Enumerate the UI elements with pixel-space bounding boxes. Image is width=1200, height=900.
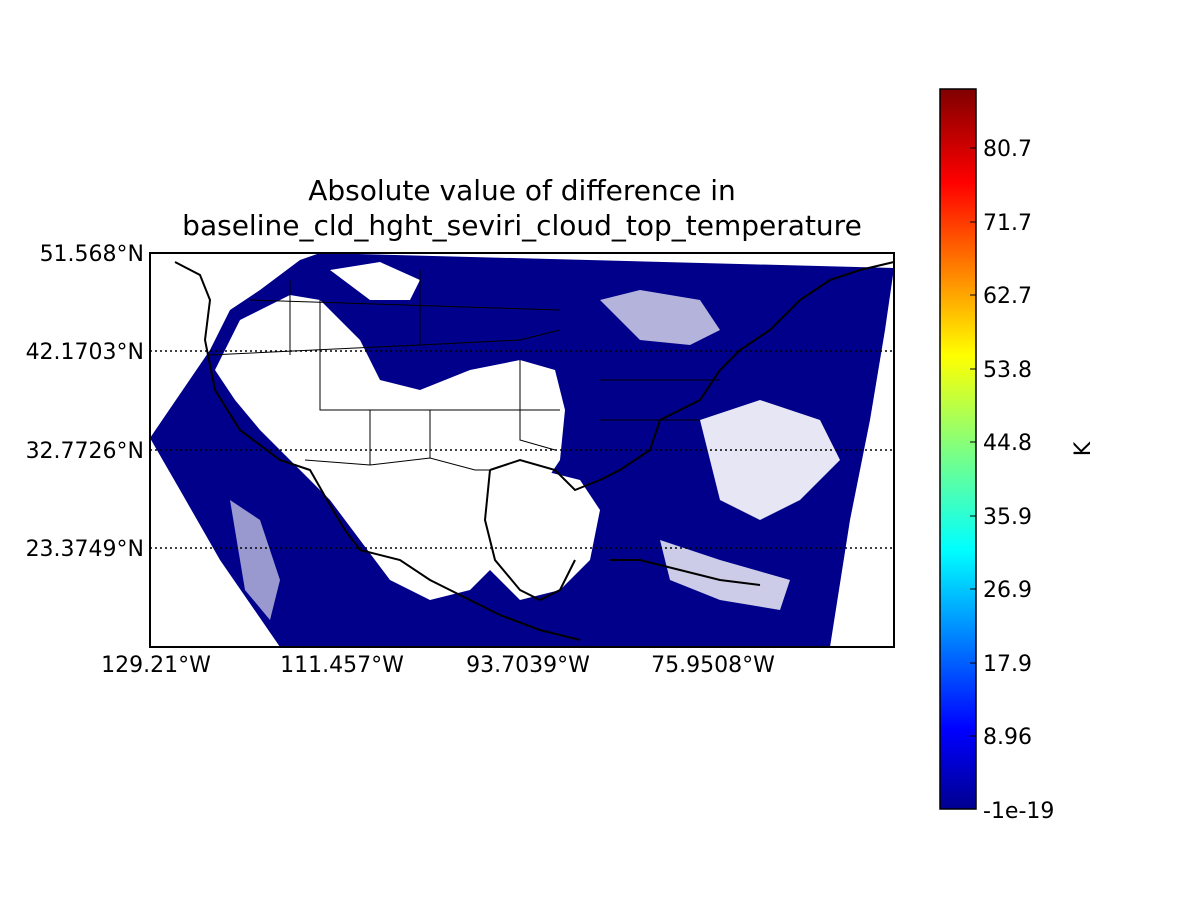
lon-label: 111.457°W <box>280 653 404 678</box>
title-line-1: Absolute value of difference in <box>308 174 736 207</box>
lat-label: 51.568°N <box>40 242 144 267</box>
clear-region-gulf <box>490 470 600 600</box>
colorbar-tick-label: 53.8 <box>983 358 1032 383</box>
clear-region-lakes <box>600 290 720 345</box>
colorbar-tick-label: 62.7 <box>983 284 1032 309</box>
borders <box>209 270 720 471</box>
colorbar-tick-label: 44.8 <box>983 431 1032 456</box>
clear-region-atlantic <box>700 400 840 520</box>
map-frame <box>149 252 895 648</box>
colorbar-tick-label: 8.96 <box>983 725 1032 750</box>
clear-region-west <box>215 295 565 600</box>
colorbar-ticks <box>970 147 976 810</box>
colorbar-tick-label: 17.9 <box>983 652 1032 677</box>
lat-label: 23.3749°N <box>26 537 144 562</box>
map-panel <box>150 253 894 647</box>
lat-label: 32.7726°N <box>26 439 144 464</box>
coastlines <box>174 261 894 641</box>
title-line-2: baseline_cld_hght_seviri_cloud_top_tempe… <box>182 209 862 242</box>
colorbar-tick-label: 35.9 <box>983 505 1032 530</box>
colorbar-tick-label: 71.7 <box>983 211 1032 236</box>
lon-label: 93.7039°W <box>466 653 590 678</box>
parallels <box>150 350 894 549</box>
lat-label: 42.1703°N <box>26 340 144 365</box>
lon-label: 75.9508°W <box>651 653 775 678</box>
lon-label: 129.21°W <box>101 653 211 678</box>
colorbar-tick-label: -1e-19 <box>983 799 1054 824</box>
colorbar-gradient <box>939 88 977 810</box>
clear-region-mexico-coast <box>230 500 280 620</box>
clear-region-caribbean <box>660 540 790 610</box>
colorbar-tick-label: 26.9 <box>983 578 1032 603</box>
colorbar-tick-label: 80.7 <box>983 137 1032 162</box>
clear-region-north <box>330 262 420 300</box>
colorbar: 80.7 71.7 62.7 53.8 44.8 35.9 26.9 17.9 … <box>939 88 1096 824</box>
colorbar-label: K <box>1071 441 1096 456</box>
